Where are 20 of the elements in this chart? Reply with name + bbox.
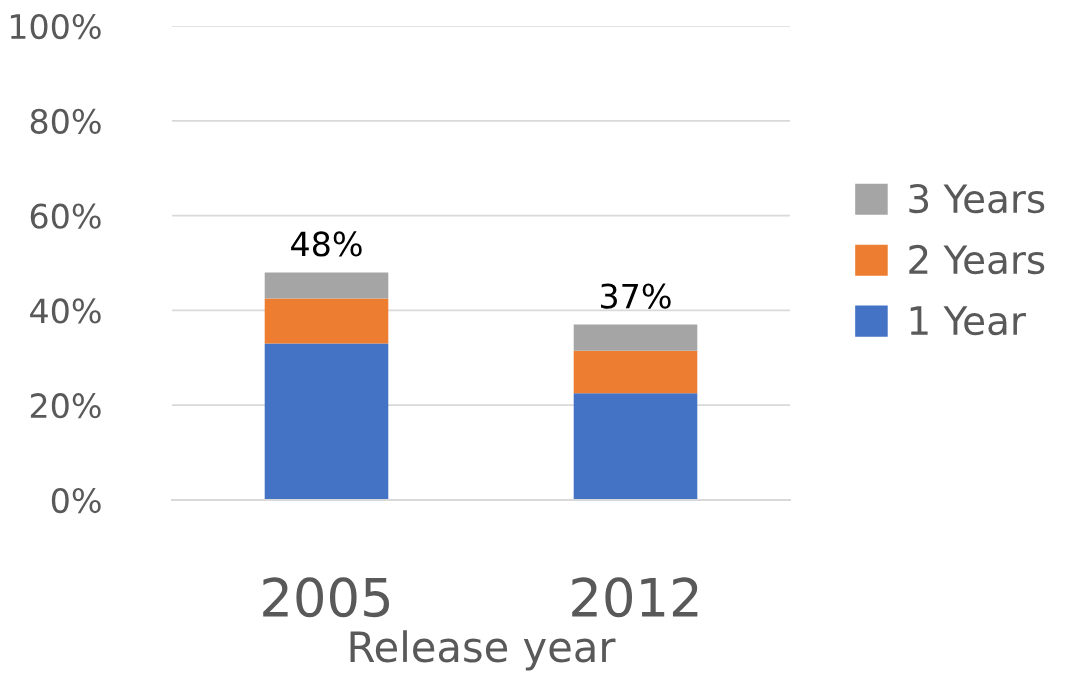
y-tick-label: 20% [30, 393, 101, 419]
x-axis-title: Release year [350, 630, 616, 671]
y-tick-label: 80% [30, 108, 101, 134]
y-tick-label: 40% [30, 298, 101, 324]
legend-label: 2 Years [909, 244, 1045, 275]
bar [573, 350, 698, 394]
y-tick-label: 100% [10, 13, 101, 40]
y-tick-label: 60% [30, 203, 101, 229]
legend-label: 3 Years [909, 183, 1045, 214]
total-label: 48% [291, 231, 362, 257]
total-label: 37% [601, 283, 671, 309]
legend-label: 1 Year [910, 306, 1026, 336]
bar [264, 298, 389, 344]
bar [573, 324, 698, 351]
bar [573, 393, 698, 500]
x-tick-label: 2012 [572, 577, 698, 618]
bar [264, 343, 389, 500]
y-tick-label: 0% [51, 487, 101, 514]
bar [264, 272, 389, 299]
x-tick-label: 2005 [263, 577, 390, 618]
